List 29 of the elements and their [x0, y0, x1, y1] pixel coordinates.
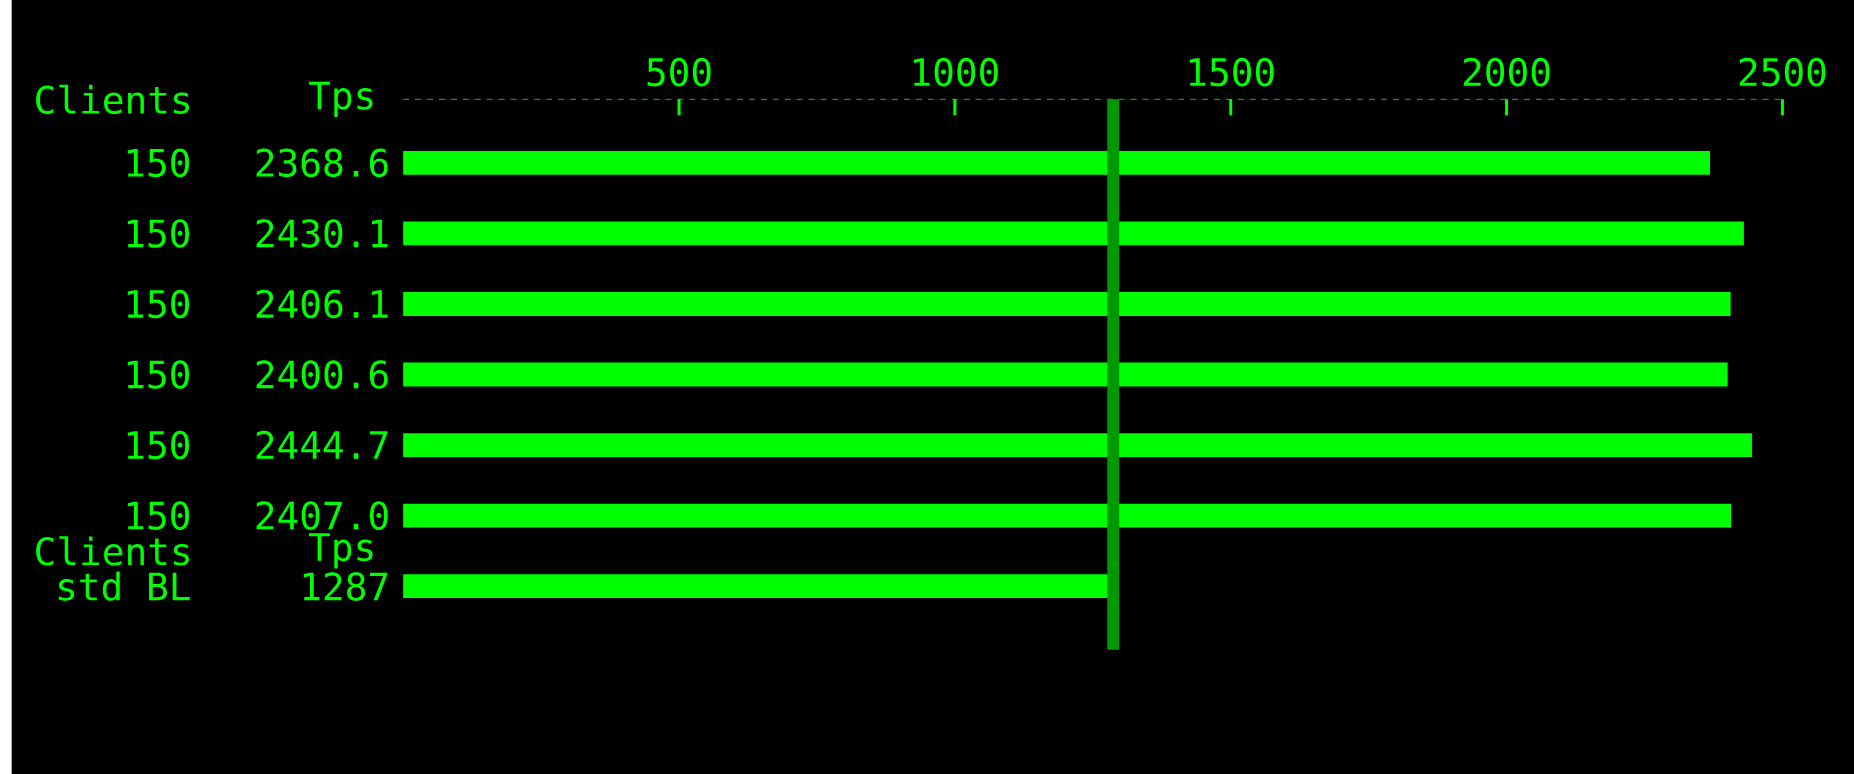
x-tick-label: 1500 [1189, 57, 1274, 87]
bar [403, 433, 1752, 457]
text: Tps [308, 81, 373, 118]
y-tick-label: 150 [127, 430, 189, 460]
y-tick-label: 150 [127, 501, 189, 530]
y-tick-label: 150 [127, 289, 189, 319]
x-tick-label: 1000 [913, 57, 998, 87]
x-tick-label: 2000 [1463, 57, 1550, 87]
bar [403, 221, 1744, 246]
x-tick-label: 500 [647, 57, 711, 87]
y-tick-label: 150 [127, 360, 189, 389]
data-label: 2406.1 [256, 289, 388, 319]
bar [403, 150, 1710, 175]
text: Tps [308, 533, 373, 569]
bar [403, 503, 1732, 528]
y-tick-label: 150 [127, 219, 189, 248]
data-label: 1287 [303, 572, 388, 601]
bar [403, 362, 1728, 387]
y-tick-label: 150 [127, 148, 189, 178]
text: Clients [36, 536, 189, 566]
data-label: 2430.1 [256, 219, 388, 248]
y-tick-label: std BL [58, 571, 190, 601]
bar [403, 292, 1731, 316]
data-label: 2400.6 [256, 360, 388, 389]
data-label: 2368.6 [256, 148, 388, 178]
text: Clients [36, 84, 189, 115]
x-tick-label: 2500 [1739, 57, 1826, 87]
data-label: 2444.7 [256, 430, 388, 459]
data-label: 2407.0 [256, 501, 388, 530]
